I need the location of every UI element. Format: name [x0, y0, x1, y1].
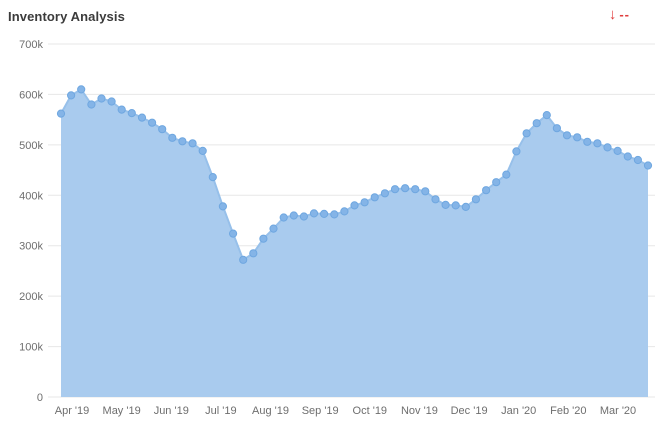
- x-axis-tick-label: Aug '19: [252, 405, 289, 417]
- y-axis-tick-label: 600k: [19, 89, 43, 101]
- data-point[interactable]: [390, 185, 400, 194]
- x-axis-tick-label: Nov '19: [401, 405, 438, 417]
- data-point[interactable]: [259, 234, 268, 243]
- data-point[interactable]: [249, 249, 258, 258]
- data-point[interactable]: [269, 224, 278, 233]
- y-axis-tick-label: 400k: [19, 190, 43, 202]
- x-axis-tick-label: Dec '19: [451, 405, 488, 417]
- data-point[interactable]: [67, 91, 76, 100]
- data-point[interactable]: [502, 170, 511, 179]
- data-point[interactable]: [522, 129, 531, 138]
- data-point[interactable]: [441, 200, 450, 209]
- data-point[interactable]: [309, 209, 319, 218]
- data-point[interactable]: [320, 209, 329, 218]
- data-point[interactable]: [492, 178, 501, 187]
- data-point[interactable]: [512, 147, 521, 156]
- x-axis-tick-label: Sep '19: [302, 405, 339, 417]
- data-point[interactable]: [188, 139, 197, 148]
- data-point[interactable]: [471, 195, 480, 204]
- data-point[interactable]: [562, 131, 572, 140]
- data-point[interactable]: [229, 229, 238, 238]
- arrow-down-icon: ↓: [608, 6, 617, 23]
- data-point[interactable]: [360, 198, 369, 207]
- series-area: [61, 89, 648, 398]
- data-point[interactable]: [198, 146, 207, 155]
- data-point[interactable]: [279, 213, 288, 222]
- data-point[interactable]: [380, 189, 389, 198]
- data-point[interactable]: [178, 137, 187, 146]
- y-axis-tick-label: 300k: [19, 241, 43, 253]
- data-point[interactable]: [613, 146, 622, 155]
- y-axis-tick-label: 200k: [19, 291, 43, 303]
- data-point[interactable]: [583, 137, 592, 146]
- data-point[interactable]: [532, 119, 541, 128]
- data-point[interactable]: [542, 111, 551, 120]
- data-point[interactable]: [299, 212, 308, 221]
- data-point[interactable]: [643, 161, 653, 170]
- data-point[interactable]: [56, 109, 66, 118]
- chart-header: Inventory Analysis ↓ --: [0, 0, 662, 30]
- data-point[interactable]: [451, 201, 460, 210]
- y-axis-tick-label: 100k: [19, 342, 43, 354]
- data-point[interactable]: [340, 207, 349, 216]
- data-point[interactable]: [208, 173, 217, 182]
- trend-value: --: [619, 7, 630, 22]
- data-point[interactable]: [431, 195, 440, 204]
- data-point[interactable]: [218, 202, 227, 211]
- data-point[interactable]: [482, 186, 491, 195]
- data-point[interactable]: [623, 152, 632, 161]
- data-point[interactable]: [411, 185, 420, 194]
- x-axis-tick-label: May '19: [103, 405, 141, 417]
- data-point[interactable]: [401, 184, 410, 193]
- data-point[interactable]: [97, 94, 106, 103]
- trend-indicator: ↓ --: [609, 7, 630, 22]
- data-point[interactable]: [137, 113, 147, 122]
- data-point[interactable]: [158, 125, 167, 134]
- x-axis-tick-label: Jan '20: [501, 405, 536, 417]
- data-point[interactable]: [633, 155, 643, 165]
- data-point[interactable]: [350, 201, 359, 210]
- chart-title: Inventory Analysis: [8, 9, 125, 24]
- data-point[interactable]: [593, 139, 602, 148]
- x-axis-tick-label: Mar '20: [600, 405, 636, 417]
- data-point[interactable]: [148, 118, 157, 127]
- data-point[interactable]: [127, 109, 136, 118]
- x-axis-tick-label: Apr '19: [55, 405, 90, 417]
- data-point[interactable]: [552, 124, 562, 133]
- x-axis-tick-label: Jun '19: [154, 405, 189, 417]
- y-axis-tick-label: 700k: [19, 39, 43, 51]
- data-point[interactable]: [77, 85, 86, 94]
- data-point[interactable]: [603, 143, 612, 152]
- data-point[interactable]: [330, 210, 339, 219]
- x-axis-tick-label: Jul '19: [205, 405, 236, 417]
- data-point[interactable]: [573, 133, 582, 142]
- y-axis-tick-label: 500k: [19, 140, 43, 152]
- data-point[interactable]: [107, 97, 116, 106]
- data-point[interactable]: [461, 202, 470, 211]
- data-point[interactable]: [421, 187, 430, 196]
- data-point[interactable]: [289, 211, 298, 220]
- data-point[interactable]: [117, 105, 126, 114]
- data-point[interactable]: [87, 100, 96, 109]
- x-axis-tick-label: Feb '20: [550, 405, 586, 417]
- y-axis-tick-label: 0: [37, 392, 43, 404]
- data-point[interactable]: [239, 255, 248, 264]
- data-point[interactable]: [370, 193, 379, 202]
- data-point[interactable]: [168, 133, 177, 142]
- x-axis-tick-label: Oct '19: [353, 405, 388, 417]
